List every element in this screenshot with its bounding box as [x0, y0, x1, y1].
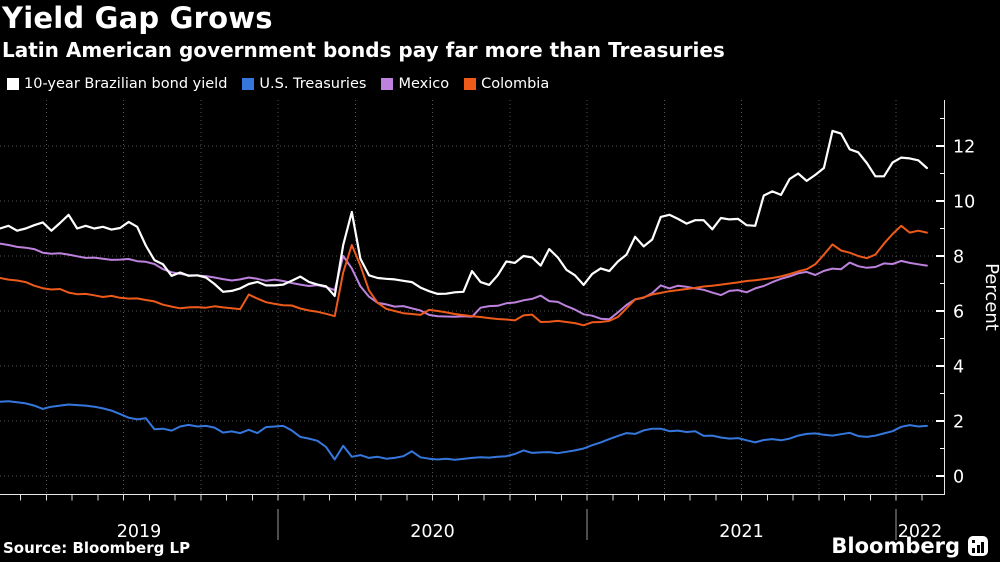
- series-line-mexico: [0, 242, 928, 321]
- legend-item: Mexico: [381, 76, 449, 92]
- legend: 10-year Brazilian bond yield U.S. Treasur…: [7, 76, 549, 92]
- legend-swatch: [242, 78, 255, 90]
- x-tick-label: 2020: [410, 522, 455, 542]
- source-label: Source: Bloomberg LP: [3, 539, 191, 557]
- icon-bar: [976, 545, 980, 553]
- y-tick-label: 0: [953, 468, 964, 488]
- legend-swatch: [381, 78, 394, 90]
- page-title: Yield Gap Grows: [2, 1, 273, 35]
- y-tick-label: 10: [953, 193, 975, 213]
- legend-item: Colombia: [464, 76, 549, 92]
- bloomberg-wordmark: Bloomberg: [831, 534, 960, 558]
- legend-swatch: [7, 78, 19, 90]
- x-tick-label: 2021: [719, 522, 764, 542]
- series-line-colombia: [0, 224, 928, 327]
- series-line-10-year-brazilian-bond-yield: [0, 129, 929, 297]
- legend-label: U.S. Treasuries: [259, 76, 367, 92]
- y-axis-title: Percent: [981, 263, 1000, 331]
- y-tick-label: 12: [953, 138, 975, 158]
- legend-swatch: [464, 78, 477, 90]
- x-tick-label: 2019: [117, 522, 162, 542]
- y-tick-label: 8: [953, 248, 964, 268]
- legend-label: Mexico: [398, 76, 450, 92]
- x-tick-label: 2022: [898, 522, 943, 542]
- legend-label: Colombia: [481, 76, 550, 92]
- bloomberg-chart-icon: [968, 536, 988, 556]
- y-tick-label: 2: [953, 413, 964, 433]
- y-tick-label: 4: [953, 358, 964, 378]
- y-tick-label: 6: [953, 303, 964, 323]
- legend-label: 10-year Brazilian bond yield: [24, 76, 228, 92]
- icon-bar: [981, 542, 984, 553]
- icon-dot: [972, 540, 975, 543]
- chart-subtitle: Latin American government bonds pay far …: [2, 38, 725, 62]
- series-line-u-s-treasuries: [0, 400, 928, 461]
- legend-item: 10-year Brazilian bond yield: [7, 76, 227, 92]
- legend-item: U.S. Treasuries: [242, 76, 366, 92]
- icon-bar: [972, 548, 975, 553]
